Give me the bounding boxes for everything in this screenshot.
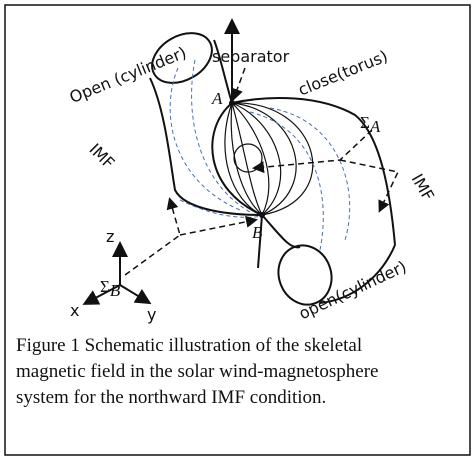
caption: Figure 1 Schematic illustration of the s…: [16, 335, 379, 408]
axis-label: z: [106, 227, 114, 246]
point-label: B: [252, 223, 263, 242]
surfaces: [124, 18, 400, 306]
axes-icon: [82, 241, 152, 305]
sigma-label: ΣA: [360, 113, 381, 136]
border: [4, 4, 471, 456]
subscript: B: [110, 281, 121, 300]
label: separator: [212, 47, 290, 66]
sigma-label: ΣB: [100, 277, 121, 300]
axis-label: x: [70, 301, 79, 320]
axis-label: y: [147, 305, 156, 324]
label: IMF: [408, 170, 438, 204]
symbol: Σ: [100, 277, 110, 296]
subscript: A: [369, 117, 381, 136]
symbol: Σ: [360, 113, 370, 132]
label: IMF: [85, 140, 118, 173]
point-label: A: [211, 89, 223, 108]
label: close(torus): [295, 46, 390, 99]
label: open(cylinder): [296, 257, 409, 323]
